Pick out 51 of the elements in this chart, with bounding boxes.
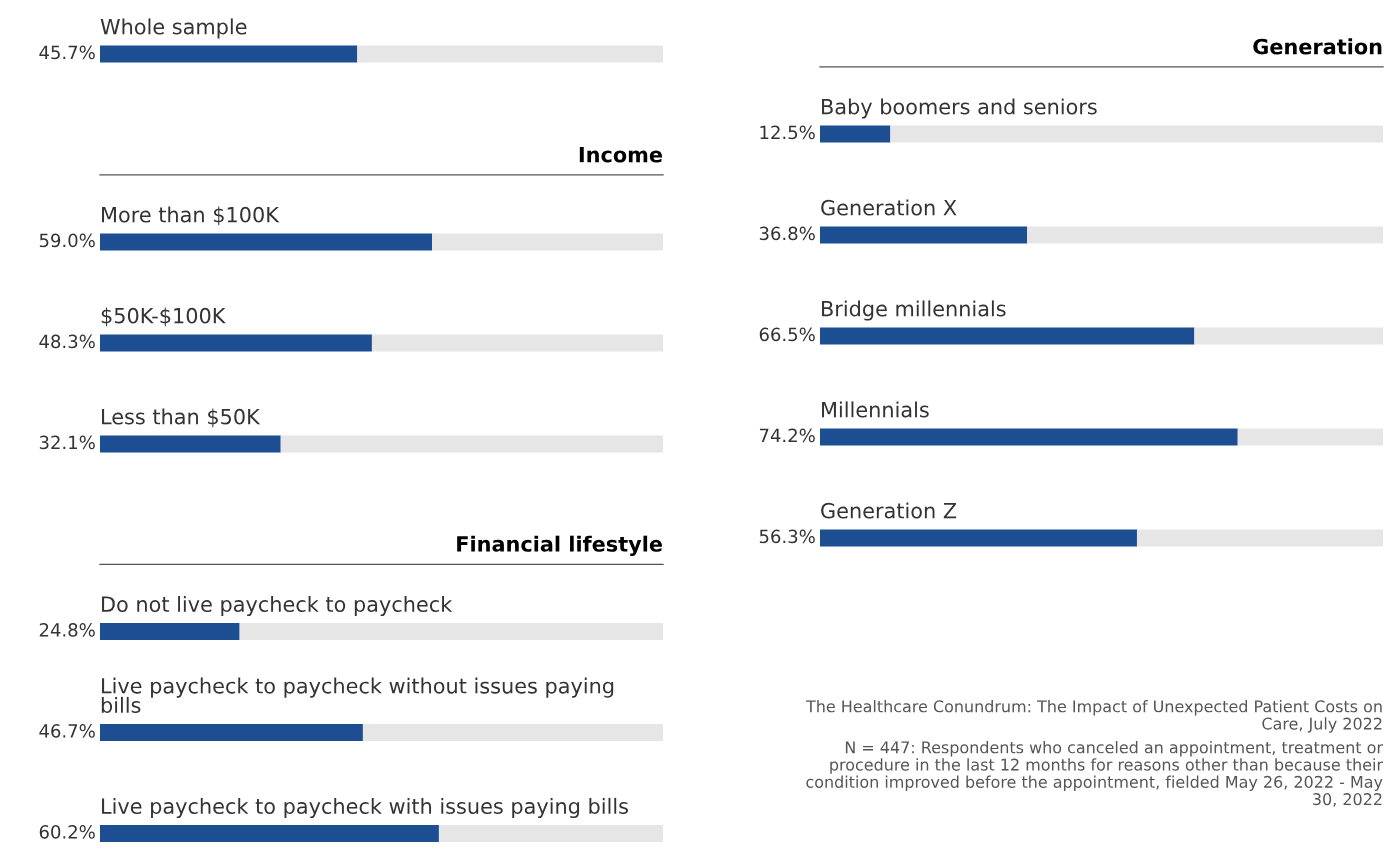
y-tick-label: Whole sample [100,18,247,39]
bar [1136,529,1383,547]
bar [820,529,1137,547]
bar [438,825,663,842]
data-label: 45.7% [39,45,95,60]
chart-title: Generation [1253,38,1382,55]
bar [890,125,1383,143]
chart-title: Income [579,146,662,163]
y-tick-label: Do not live paycheck to paycheck [102,595,453,617]
data-label: 46.7% [39,724,95,738]
bar [100,623,240,640]
bar [1194,327,1383,345]
bar [1027,226,1383,244]
data-label: 12.5% [760,125,815,140]
y-tick-label: Less than $50K [102,408,261,428]
chart-title: Financial lifestyle [457,535,662,556]
data-label: 24.8% [39,623,95,637]
bar [820,327,1195,345]
data-label: 59.0% [39,233,95,248]
text: N = 447: Respondents who canceled an appointment, treatment or procedure in the last 12 months for reasons other than because their condition improved before the appointment, fielded May 26, 2022 - May 30, 2022 [806,741,1384,807]
y-tick-label: Generation X [821,199,957,216]
data-label: 36.8% [759,226,815,241]
bar [100,233,433,251]
data-label: 48.3% [39,334,95,349]
data-label: 66.5% [759,327,815,342]
bar [100,334,372,352]
bar [432,233,663,251]
bar [820,125,891,143]
bar [1237,428,1383,446]
y-tick-label: Baby boomers and seniors [822,98,1097,119]
data-label: 32.1% [39,435,95,450]
text: The Healthcare Conundrum: The Impact of Unexpected Patient Costs on Care, July 2022 [805,700,1382,733]
y-tick-label: Millennials [822,401,929,418]
y-tick-label: Generation Z [821,502,957,519]
bar [100,825,439,842]
data-label: 56.3% [759,529,815,544]
y-tick-label: Bridge millennials [822,300,1006,321]
bar [100,724,363,741]
bar [820,226,1028,244]
bar [100,435,281,453]
bar [371,334,663,352]
bar [362,724,663,741]
bar [820,428,1238,446]
bar [280,435,663,453]
data-label: 60.2% [39,825,95,839]
y-tick-label: Live paycheck to paycheck with issues paying bills [102,797,628,819]
data-label: 74.2% [759,428,815,443]
y-tick-label: Live paycheck to paycheck without issues paying bills [101,677,614,714]
y-tick-label: $50K-$100K [101,307,226,327]
y-tick-label: More than $100K [102,206,280,226]
bar [239,623,663,640]
